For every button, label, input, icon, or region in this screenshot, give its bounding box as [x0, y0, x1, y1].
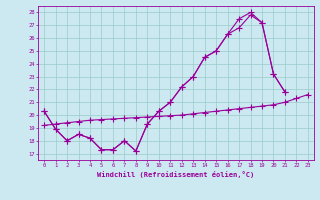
X-axis label: Windchill (Refroidissement éolien,°C): Windchill (Refroidissement éolien,°C) — [97, 171, 255, 178]
